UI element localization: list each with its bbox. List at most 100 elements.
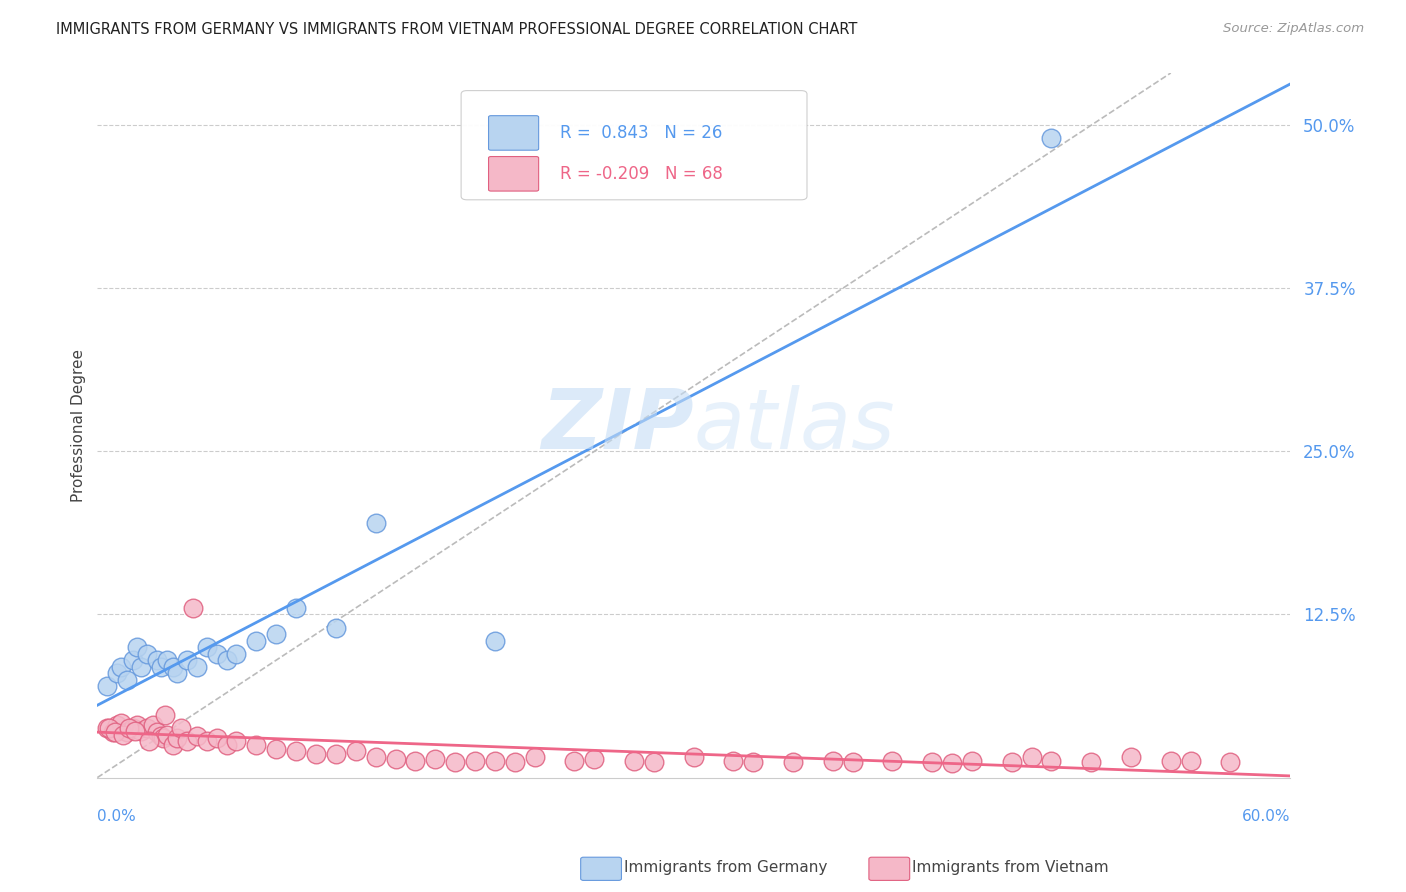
Point — [124, 723, 146, 738]
Point — [156, 653, 179, 667]
Point — [1021, 749, 1043, 764]
Point — [127, 640, 149, 654]
Point — [1040, 754, 1063, 768]
Point — [484, 754, 506, 768]
Point — [146, 653, 169, 667]
Point — [149, 659, 172, 673]
Point — [325, 620, 347, 634]
Point — [264, 742, 287, 756]
Point — [523, 749, 546, 764]
Point — [195, 734, 218, 748]
Text: R = -0.209   N = 68: R = -0.209 N = 68 — [560, 165, 723, 183]
Point — [503, 755, 526, 769]
Point — [186, 729, 208, 743]
Y-axis label: Professional Degree: Professional Degree — [72, 349, 86, 502]
Point — [425, 752, 447, 766]
Point — [782, 755, 804, 769]
Point — [166, 666, 188, 681]
Point — [344, 744, 367, 758]
Point — [181, 601, 204, 615]
Point — [941, 756, 963, 771]
Point — [122, 721, 145, 735]
Point — [138, 734, 160, 748]
Point — [564, 754, 586, 768]
Text: ZIP: ZIP — [541, 384, 693, 466]
Text: IMMIGRANTS FROM GERMANY VS IMMIGRANTS FROM VIETNAM PROFESSIONAL DEGREE CORRELATI: IMMIGRANTS FROM GERMANY VS IMMIGRANTS FR… — [56, 22, 858, 37]
Point — [1160, 754, 1182, 768]
Point — [384, 752, 406, 766]
Point — [1040, 131, 1063, 145]
Point — [364, 749, 387, 764]
Point — [464, 754, 486, 768]
Point — [96, 721, 118, 735]
Point — [129, 659, 152, 673]
Point — [166, 731, 188, 746]
Point — [105, 718, 128, 732]
FancyBboxPatch shape — [488, 116, 538, 150]
Point — [444, 755, 467, 769]
Point — [205, 647, 228, 661]
Point — [841, 755, 863, 769]
Text: Immigrants from Vietnam: Immigrants from Vietnam — [912, 860, 1109, 874]
Point — [742, 755, 765, 769]
Text: R =  0.843   N = 26: R = 0.843 N = 26 — [560, 124, 723, 142]
Point — [96, 679, 118, 693]
Point — [305, 747, 328, 761]
Point — [1080, 755, 1102, 769]
Point — [115, 725, 138, 739]
Point — [821, 754, 844, 768]
Point — [127, 718, 149, 732]
Point — [643, 755, 665, 769]
Point — [170, 721, 193, 735]
Point — [264, 627, 287, 641]
Point — [176, 734, 198, 748]
Point — [142, 718, 165, 732]
Point — [364, 516, 387, 530]
Point — [153, 708, 176, 723]
Point — [225, 734, 247, 748]
Point — [115, 673, 138, 687]
Point — [110, 715, 132, 730]
Point — [205, 731, 228, 746]
Point — [1180, 754, 1202, 768]
Point — [1001, 755, 1024, 769]
Point — [152, 731, 174, 746]
Point — [215, 653, 238, 667]
Point — [156, 727, 179, 741]
Text: Immigrants from Germany: Immigrants from Germany — [624, 860, 828, 874]
Point — [623, 754, 645, 768]
Point — [176, 653, 198, 667]
Point — [110, 659, 132, 673]
Point — [136, 647, 159, 661]
Text: 0.0%: 0.0% — [97, 809, 136, 824]
Point — [682, 749, 704, 764]
Point — [186, 659, 208, 673]
Point — [162, 738, 184, 752]
Point — [882, 754, 904, 768]
Point — [285, 744, 308, 758]
Point — [105, 666, 128, 681]
Point — [136, 721, 159, 735]
FancyBboxPatch shape — [488, 156, 538, 191]
Text: atlas: atlas — [693, 384, 896, 466]
Point — [285, 601, 308, 615]
Point — [1219, 755, 1241, 769]
Point — [723, 754, 745, 768]
Text: 60.0%: 60.0% — [1241, 809, 1291, 824]
Point — [583, 752, 606, 766]
Point — [960, 754, 983, 768]
Point — [215, 738, 238, 752]
Point — [122, 653, 145, 667]
Point — [325, 747, 347, 761]
Point — [112, 727, 135, 741]
Point — [104, 725, 127, 739]
Point — [118, 721, 141, 735]
Point — [195, 640, 218, 654]
FancyBboxPatch shape — [461, 91, 807, 200]
Point — [103, 725, 125, 739]
Point — [129, 723, 152, 738]
Point — [162, 659, 184, 673]
Point — [225, 647, 247, 661]
Point — [404, 754, 426, 768]
Point — [98, 721, 121, 735]
